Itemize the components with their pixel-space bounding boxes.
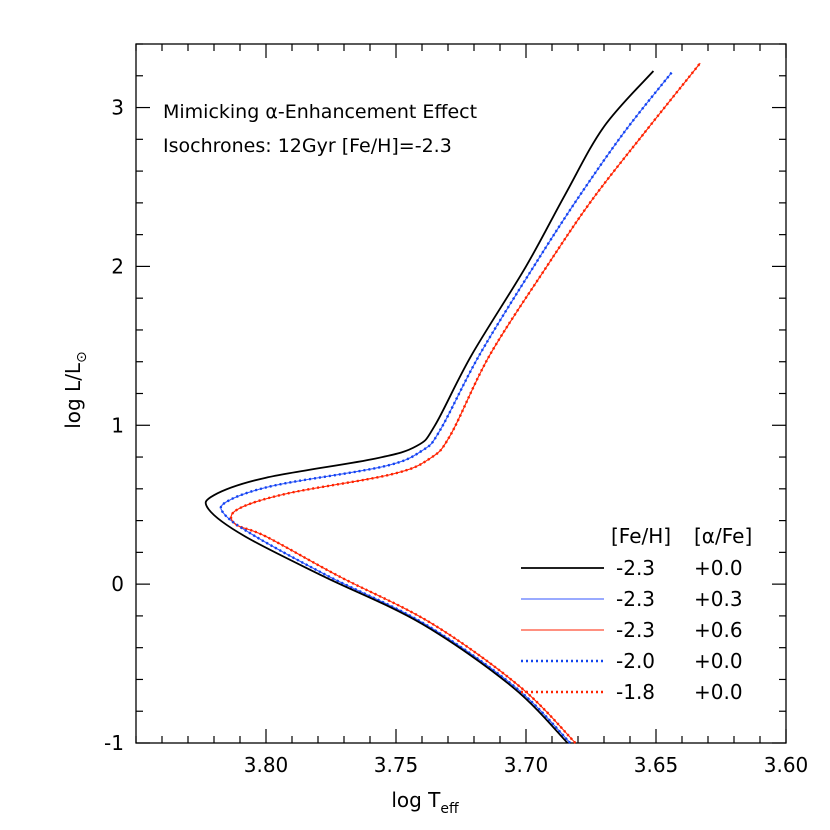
y-tick-label: 0	[111, 572, 124, 596]
x-tick-label: 3.60	[764, 753, 809, 777]
series-line-0	[204, 70, 655, 744]
x-axis-ticks: 3.80 3.75 3.70 3.65 3.60	[135, 44, 809, 777]
x-tick-label: 3.70	[504, 753, 549, 777]
y-tick-label: 1	[111, 413, 124, 437]
legend-header-feh: [Fe/H]	[611, 524, 671, 548]
legend-feh-4: -1.8	[616, 680, 655, 704]
legend-feh-2: -2.3	[616, 618, 655, 642]
x-axis-label-subscript: eff	[440, 801, 459, 817]
x-tick-label: 3.65	[634, 753, 679, 777]
x-axis-title: log Teff	[391, 788, 459, 817]
legend-afe-1: +0.3	[694, 587, 743, 611]
y-axis-title: log L/L⊙	[61, 351, 90, 429]
svg-text:log Teff: log Teff	[391, 788, 459, 817]
y-axis-label-subscript: ⊙	[74, 351, 90, 363]
series-line-3	[219, 71, 673, 744]
legend-rows: -2.3 +0.0 -2.3 +0.3 -2.3 +0.6 -2.0 +0.0 -1.8 +0.0	[521, 556, 743, 704]
annotation-title: Mimicking α-Enhancement Effect	[163, 101, 477, 123]
series-line-1	[220, 72, 673, 744]
legend-feh-1: -2.3	[616, 587, 655, 611]
x-axis-label: log T	[391, 788, 441, 812]
legend-feh-3: -2.0	[616, 649, 655, 673]
isochrone-curves	[204, 62, 702, 744]
plot-area: 3.80 3.75 3.70 3.65 3.60 -1 0 1 2 3	[104, 43, 809, 777]
legend-afe-4: +0.0	[694, 680, 743, 704]
x-tick-label: 3.75	[374, 753, 419, 777]
annotations: Mimicking α-Enhancement Effect Isochrone…	[163, 101, 477, 157]
legend: [Fe/H] [α/Fe] -2.3 +0.0-2.3 +0.3-2.3 +0.6-2…	[521, 524, 752, 704]
legend-header-afe: [α/Fe]	[694, 524, 752, 548]
series-line-4	[229, 62, 702, 744]
y-axis-label: log L/L	[61, 362, 85, 429]
svg-text:log L/L⊙: log L/L⊙	[61, 351, 90, 429]
y-axis-ticks: -1 0 1 2 3	[104, 43, 786, 755]
legend-afe-0: +0.0	[694, 556, 743, 580]
y-tick-label: 3	[111, 96, 124, 120]
x-tick-label: 3.80	[244, 753, 289, 777]
annotation-isochrones: Isochrones: 12Gyr [Fe/H]=-2.3	[163, 135, 452, 157]
legend-feh-0: -2.3	[616, 556, 655, 580]
legend-afe-3: +0.0	[694, 649, 743, 673]
y-tick-label: -1	[104, 731, 124, 755]
y-tick-label: 2	[111, 254, 124, 278]
legend-afe-2: +0.6	[694, 618, 743, 642]
